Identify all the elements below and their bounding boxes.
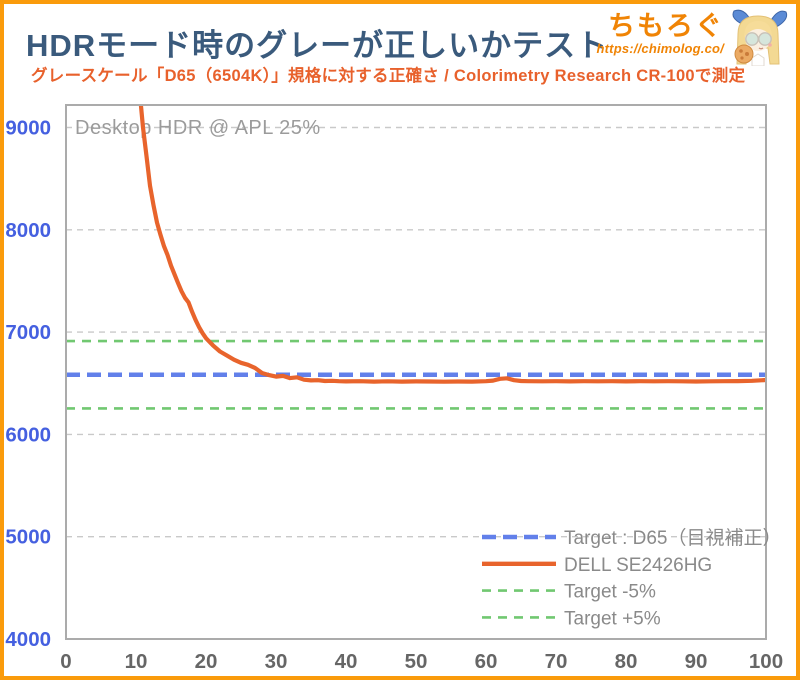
x-tick-label: 20 — [195, 650, 218, 673]
chart-annotation: Desktop HDR @ APL 25% — [75, 117, 321, 139]
series-line-xdell-se2426hg — [138, 105, 766, 384]
x-tick-label: 40 — [335, 650, 358, 673]
x-tick-label: 10 — [125, 650, 148, 673]
brand-logo: ちもろぐ — [608, 11, 724, 41]
x-tick-label: 50 — [405, 650, 428, 673]
y-tick-label: 5000 — [5, 526, 51, 549]
y-tick-label: 9000 — [5, 117, 51, 140]
y-tick-label: 6000 — [5, 423, 51, 446]
y-tick-label: 8000 — [5, 219, 51, 242]
y-tick-label: 7000 — [5, 321, 51, 344]
brand-text: ちもろぐ https://chimolog.co/ — [596, 11, 725, 57]
brand-url: https://chimolog.co/ — [596, 41, 724, 57]
x-tick-label: 0 — [60, 650, 71, 673]
mascot-icon — [732, 9, 788, 66]
page-title: HDRモード時のグレーが正しいかテスト — [26, 28, 609, 63]
x-tick-label: 30 — [265, 650, 288, 673]
legend-label-xdell-se2426hg: DELL SE2426HG — [564, 555, 712, 576]
x-tick-label: 100 — [749, 650, 783, 673]
chart: Desktop HDR @ APL 25%4000500060007000800… — [5, 104, 783, 673]
y-tick-label: 4000 — [5, 628, 51, 651]
page-subtitle: グレースケール「D65（6504K）」規格に対する正確さ / Colorimet… — [31, 67, 746, 85]
x-tick-label: 60 — [475, 650, 498, 673]
chart-frame — [65, 104, 767, 640]
legend-label-xtarget-5: Target -5% — [564, 582, 656, 603]
legend-label-xtarget-5: Target +5% — [564, 608, 661, 629]
x-tick-label: 80 — [615, 650, 638, 673]
legend: Target : D65（目視補正） DELL SE2426HG Target -5… — [482, 527, 782, 629]
legend-label-xtarget-d65: Target : D65（目視補正） — [564, 527, 782, 549]
x-tick-label: 90 — [685, 650, 708, 673]
brand-block: ちもろぐ https://chimolog.co/ — [597, 8, 791, 66]
x-tick-label: 70 — [545, 650, 568, 673]
